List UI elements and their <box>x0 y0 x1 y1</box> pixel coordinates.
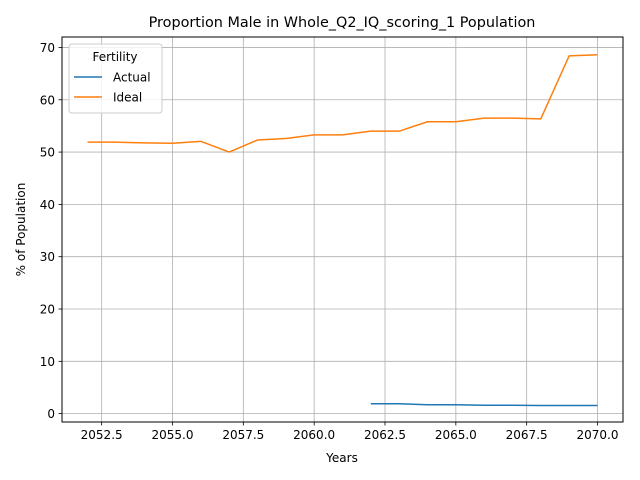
legend-title: Fertility <box>92 50 137 64</box>
y-tick-label: 30 <box>40 250 55 264</box>
y-tick-label: 40 <box>40 198 55 212</box>
y-axis-ticks: 0 10 20 30 40 50 60 70 <box>40 41 62 421</box>
legend-label-ideal: Ideal <box>113 91 142 105</box>
y-tick-label: 60 <box>40 93 55 107</box>
y-tick-label: 50 <box>40 146 55 160</box>
grid-lines <box>62 37 623 422</box>
plot-area-frame <box>61 36 624 423</box>
legend-entries: Actual Ideal <box>74 71 151 105</box>
y-tick-label: 10 <box>40 355 55 369</box>
x-tick-label: 2057.5 <box>222 428 264 442</box>
series-line-actual <box>370 402 598 407</box>
y-tick-label: 20 <box>40 303 55 317</box>
x-axis-ticks: 2052.5 2055.0 2057.5 2060.0 2062.5 2065.0 2067… <box>81 422 619 442</box>
x-tick-label: 2055.0 <box>152 428 194 442</box>
x-tick-label: 2070.0 <box>577 428 619 442</box>
x-tick-label: 2065.0 <box>435 428 477 442</box>
series-line-ideal <box>87 54 598 153</box>
series-lines <box>87 54 598 407</box>
x-tick-label: 2062.5 <box>364 428 406 442</box>
y-axis-title: % of Population <box>14 183 28 277</box>
chart-title: Proportion Male in Whole_Q2_IQ_scoring_1… <box>149 15 536 31</box>
x-tick-label: 2067.5 <box>506 428 548 442</box>
x-tick-label: 2060.0 <box>293 428 335 442</box>
y-tick-label: 70 <box>40 41 55 55</box>
x-tick-label: 2052.5 <box>81 428 123 442</box>
x-axis-title: Years <box>325 451 358 465</box>
legend: Fertility Actual Ideal <box>68 43 163 114</box>
legend-box <box>68 43 163 114</box>
y-tick-label: 0 <box>47 407 55 421</box>
legend-label-actual: Actual <box>113 71 151 85</box>
